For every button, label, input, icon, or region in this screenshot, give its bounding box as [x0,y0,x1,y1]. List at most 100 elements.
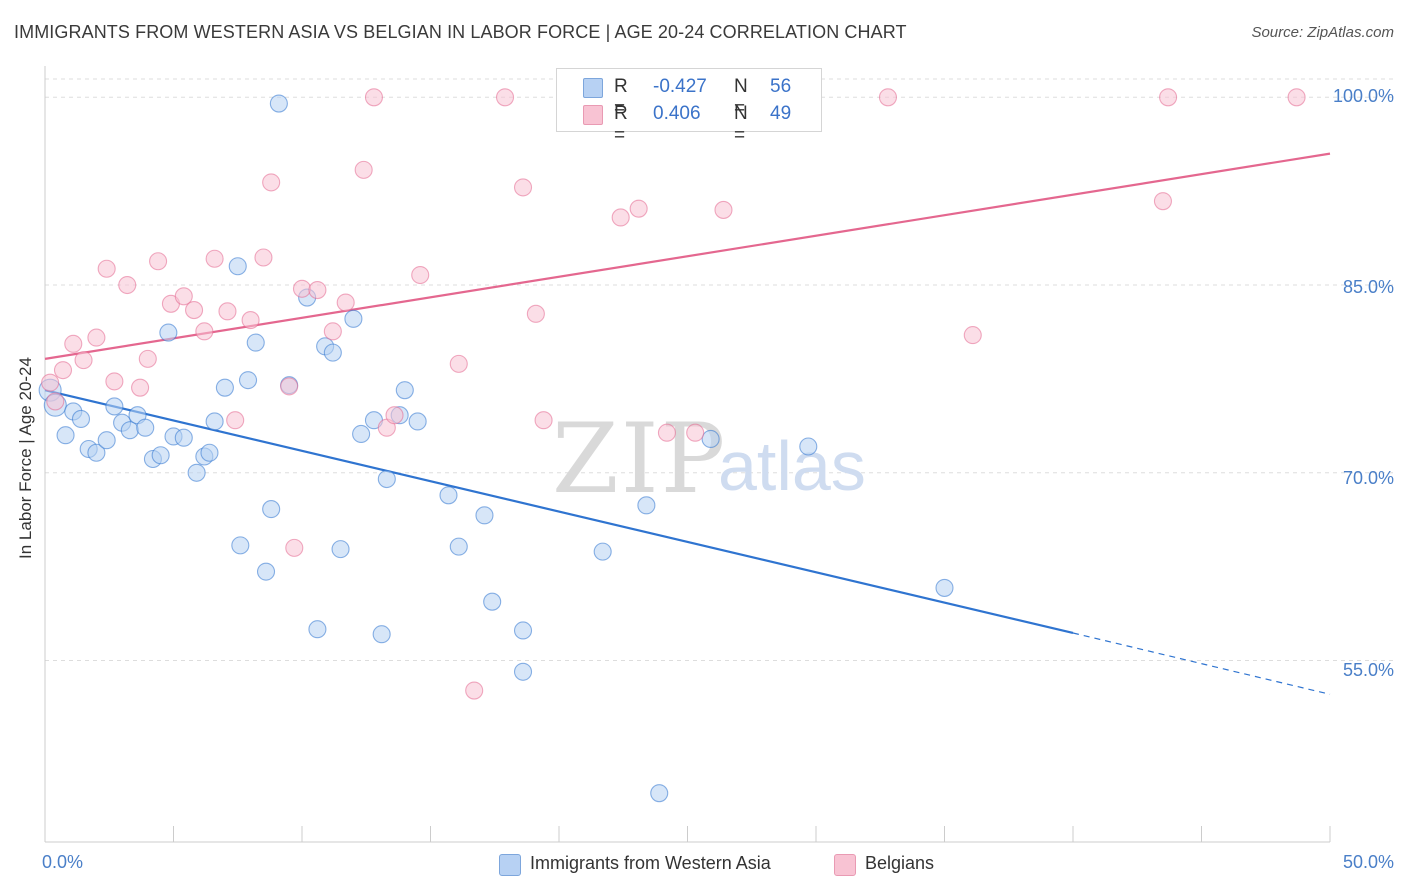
data-points [38,88,1306,803]
legend-pink-swatch [834,854,856,876]
pink-point [118,275,137,295]
pink-n-value: 49 [770,103,792,124]
blue-trend-line [44,389,1074,635]
x-tick-min: 0.0% [42,852,84,872]
blue-point [205,412,224,431]
blue-point [331,540,350,559]
blue-point [935,578,954,597]
pink-point [195,322,214,341]
y-tick-100: 100.0% [1332,86,1394,106]
blue-point [344,309,363,328]
blue-point [449,537,468,556]
pink-r-value: 0.406 [653,103,701,124]
blue-point [246,333,265,352]
pink-trend-line [44,152,1331,360]
source-label: Source: ZipAtlas.com [1251,24,1394,41]
pink-point [185,301,204,320]
pink-point [205,249,224,268]
pink-point [64,334,83,353]
blue-r-value: -0.427 [653,76,707,97]
pink-r-label: R = [614,103,628,146]
blue-point [238,371,258,390]
pink-point [46,392,65,411]
blue-point [513,662,533,681]
blue-point [352,424,371,444]
blue-point [97,431,116,450]
trend-lines [44,152,1331,695]
pink-point [657,423,676,442]
pink-point [97,259,116,278]
blue-point [637,496,656,515]
blue-n-label: N = [734,76,748,119]
blue-point [56,426,75,445]
blue-point [269,94,288,113]
pink-point [149,252,168,271]
blue-point [228,257,247,276]
y-axis-label: In Labor Force | Age 20-24 [16,357,35,559]
blue-point [136,418,155,437]
blue-trend-extension [1072,632,1331,695]
pink-point [241,311,260,330]
pink-point [53,361,73,380]
pink-point [411,265,430,285]
pink-point [364,88,384,107]
blue-point [262,500,281,519]
pink-point [323,322,342,341]
pink-point [292,279,312,298]
pink-point [138,349,157,368]
blue-point [159,323,178,342]
blue-point [701,429,720,449]
blue-point [256,562,276,581]
pink-point [513,178,533,197]
blue-point [323,343,342,362]
blue-point [105,397,124,416]
pink-point [1159,88,1178,107]
blue-point [231,536,250,555]
blue-point [87,443,106,462]
gridlines [45,78,1395,662]
blue-n-value: 56 [770,76,792,97]
pink-point [285,538,304,557]
pink-swatch [583,105,603,125]
pink-point [963,326,982,345]
blue-point [377,469,396,489]
pink-point [1287,88,1306,107]
pink-point [74,351,93,370]
pink-point [629,199,648,218]
pink-point [385,406,404,425]
blue-r-label: R = [614,76,628,119]
pink-point [495,88,515,107]
pink-point [449,354,468,373]
blue-point [71,409,91,429]
watermark-atlas: atlas [718,427,866,505]
x-tick-max: 50.0% [1342,852,1394,872]
pink-point [280,377,299,396]
blue-point [395,381,414,400]
blue-point [513,621,533,640]
blue-swatch [583,78,603,98]
blue-point [200,443,219,462]
pink-point [262,173,281,192]
pink-point [131,378,150,397]
pink-n-label: N = [734,103,748,146]
pink-point [105,372,124,391]
stats-box: R = -0.427 N = 56 R = 0.406 N = 49 [556,68,822,146]
pink-point [254,248,273,267]
blue-point [799,437,818,456]
legend-blue-swatch [499,854,521,876]
blue-point [408,412,427,431]
blue-point [174,428,193,447]
y-tick-70: 70.0% [1342,468,1394,488]
legend-blue-label: Immigrants from Western Asia [530,853,771,873]
pink-point [41,373,60,392]
pink-point [308,280,327,300]
pink-point [218,302,237,321]
pink-point [534,411,553,430]
blue-point [475,506,494,525]
blue-point [215,378,234,397]
blue-point [151,446,170,465]
watermark-zip: ZIP [552,403,727,515]
y-tick-55: 55.0% [1342,660,1394,680]
